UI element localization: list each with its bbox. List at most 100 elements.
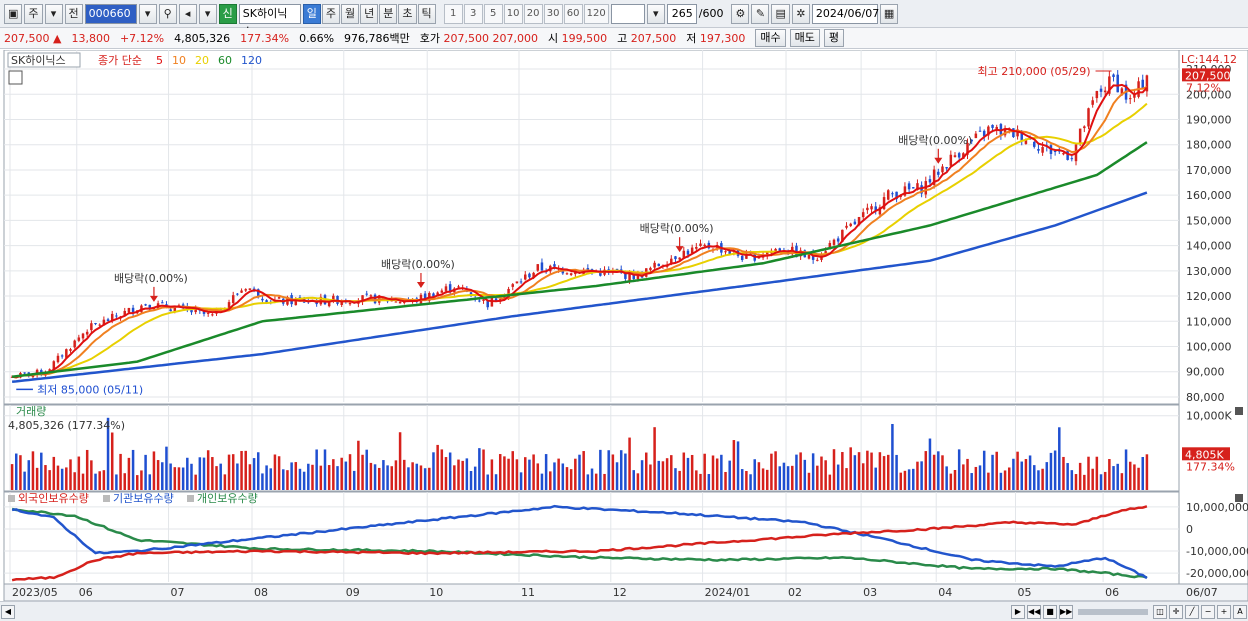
interval-120[interactable]: 120 [583, 3, 609, 24]
candle-body [494, 298, 498, 301]
volume-bar [740, 469, 744, 490]
zoom-fit-icon[interactable]: ◫ [1153, 604, 1167, 619]
candle-body [519, 281, 523, 283]
chevron-down-icon[interactable]: ▾ [44, 3, 63, 24]
interval-10[interactable]: 10 [503, 3, 523, 24]
crosshair-icon[interactable]: ✛ [1169, 604, 1183, 619]
interval-5[interactable]: 5 [483, 3, 503, 24]
institution-holdings-line [11, 504, 1148, 580]
speaker-dropdown-icon[interactable]: ▾ [198, 3, 217, 24]
tab-1[interactable]: 주 [321, 3, 341, 24]
period-main-button[interactable]: 주 [24, 3, 43, 24]
date-axis-bar [3, 583, 1248, 601]
layout-icon[interactable]: ▣ [4, 3, 23, 24]
play-icon[interactable]: ▶ [1011, 604, 1025, 619]
scroll-left-icon[interactable]: ◀ [1, 604, 15, 619]
date-tick-label: 05 [1017, 586, 1031, 599]
volume-bar [920, 461, 923, 490]
search-icon[interactable]: ⚲ [158, 3, 177, 24]
volume-bar [131, 449, 135, 490]
tab-6[interactable]: 틱 [417, 3, 436, 24]
volume-bar [386, 465, 389, 490]
candle-body [1053, 150, 1057, 152]
ma-legend-120: 120 [241, 54, 262, 67]
calendar-icon[interactable]: ▦ [879, 3, 899, 24]
code-dropdown-icon[interactable]: ▾ [138, 3, 157, 24]
candle-body [340, 301, 343, 305]
volume-current-pct: 177.34% [1186, 460, 1235, 473]
volume-bar [223, 474, 227, 490]
candle-body [891, 193, 894, 195]
volume-bar [932, 454, 936, 490]
volume-bar [1078, 462, 1082, 490]
candle-body [231, 295, 235, 303]
bottom-scrollbar[interactable]: ◀ ▶ ◀◀ ■ ▶▶ ◫ ✛ ╱ − + A [0, 601, 1248, 621]
volume-bar [327, 465, 331, 490]
candle-body [457, 286, 460, 288]
volume-bar [1128, 461, 1132, 490]
tab-5[interactable]: 초 [398, 3, 417, 24]
save-icon[interactable]: ▤ [771, 3, 790, 24]
eval-button[interactable]: 평 [823, 29, 845, 47]
candle-body [90, 323, 93, 331]
candle-body [670, 258, 673, 265]
candle-body [423, 293, 427, 300]
volume-bar [344, 461, 348, 490]
candle-body [332, 295, 335, 302]
rewind-icon[interactable]: ◀◀ [1027, 604, 1041, 619]
volume-bar [448, 452, 452, 490]
tab-3[interactable]: 년 [360, 3, 379, 24]
date-input[interactable]: 2024/06/07 [811, 3, 879, 24]
volume-bar [161, 462, 164, 490]
volume-bar [903, 470, 907, 490]
interval-3[interactable]: 3 [463, 3, 483, 24]
volume-bar [202, 457, 206, 490]
forward-icon[interactable]: ▶▶ [1059, 604, 1073, 619]
volume-bar [949, 473, 953, 490]
candle-body [261, 298, 264, 301]
zoom-slider[interactable] [1078, 608, 1148, 615]
interval-dropdown-icon[interactable]: ▾ [646, 3, 665, 24]
volume-bar [1133, 464, 1136, 490]
candle-body [1020, 131, 1024, 141]
candle-body [1033, 141, 1036, 147]
volume-bar [607, 450, 610, 490]
candle-body [265, 300, 268, 303]
chart-area[interactable]: 210,000200,000190,000180,000170,000160,0… [0, 50, 1248, 601]
tab-4[interactable]: 분 [379, 3, 398, 24]
candle-body [1141, 79, 1144, 89]
draw-tool-icon[interactable]: ✎ [751, 3, 770, 24]
interval-20[interactable]: 20 [523, 3, 543, 24]
candle-body [1108, 76, 1111, 94]
font-size-icon[interactable]: A [1233, 604, 1247, 619]
volume-bar [256, 452, 260, 490]
interval-30[interactable]: 30 [543, 3, 563, 24]
zoom-out-icon[interactable]: − [1201, 604, 1215, 619]
zoom-in-icon[interactable]: + [1217, 604, 1231, 619]
candle-body [85, 331, 89, 335]
buy-button[interactable]: 매수 [755, 29, 786, 47]
prev-button[interactable]: 전 [64, 3, 83, 24]
speaker-icon[interactable]: ◂ [178, 3, 197, 24]
volume-bar [866, 450, 869, 490]
volume-ratio: 177.34% [240, 31, 290, 45]
indicator-icon[interactable]: ⚙ [731, 3, 750, 24]
open-group: 시 199,500 [548, 32, 608, 45]
tab-2[interactable]: 월 [341, 3, 360, 24]
interval-1[interactable]: 1 [443, 3, 463, 24]
interval-60[interactable]: 60 [563, 3, 583, 24]
candle-body [1070, 158, 1074, 160]
scroll-track[interactable] [16, 605, 1010, 619]
chart-canvas[interactable]: 210,000200,000190,000180,000170,000160,0… [0, 50, 1248, 601]
candle-body [870, 206, 873, 210]
candle-body [398, 302, 402, 304]
new-button[interactable]: 신 [218, 3, 237, 24]
count-input[interactable]: 265 [666, 3, 697, 24]
sell-button[interactable]: 매도 [789, 29, 820, 47]
line-tool-icon[interactable]: ╱ [1185, 604, 1199, 619]
settings-icon[interactable]: ✲ [791, 3, 810, 24]
stop-icon[interactable]: ■ [1043, 604, 1057, 619]
tab-0[interactable]: 일 [302, 3, 321, 24]
interval-custom-input[interactable] [610, 3, 645, 24]
code-input[interactable]: 000660 [84, 3, 137, 24]
